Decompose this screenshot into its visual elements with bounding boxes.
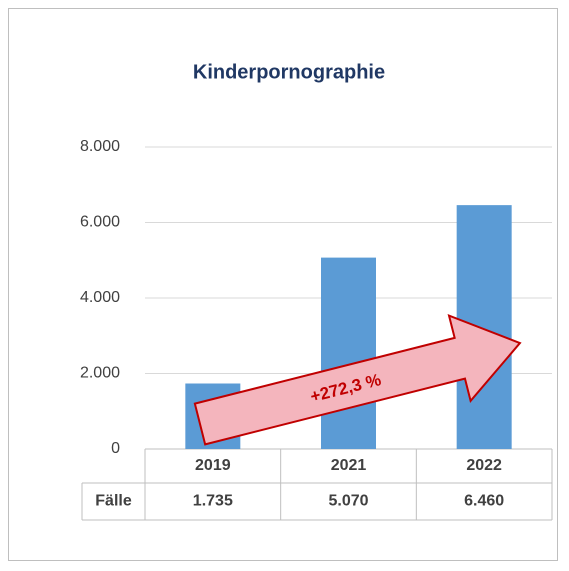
y-tick-label: 6.000 — [80, 214, 120, 231]
x-tick-label: 2021 — [331, 457, 367, 474]
annotation-arrow: +272,3 % — [193, 313, 522, 446]
y-tick-label: 2.000 — [80, 365, 120, 382]
bar — [321, 257, 376, 449]
data-label: 5.070 — [328, 493, 368, 510]
data-label: 1.735 — [193, 493, 233, 510]
x-tick-label: 2022 — [466, 457, 502, 474]
legend-label: Fälle — [95, 493, 132, 510]
x-tick-label: 2019 — [195, 457, 231, 474]
y-tick-label: 4.000 — [80, 289, 120, 306]
y-tick-label: 0 — [111, 440, 120, 457]
arrow-shape — [193, 313, 522, 446]
y-tick-label: 8.000 — [80, 138, 120, 155]
chart-title: Kinderpornographie — [193, 61, 385, 83]
data-label: 6.460 — [464, 493, 504, 510]
